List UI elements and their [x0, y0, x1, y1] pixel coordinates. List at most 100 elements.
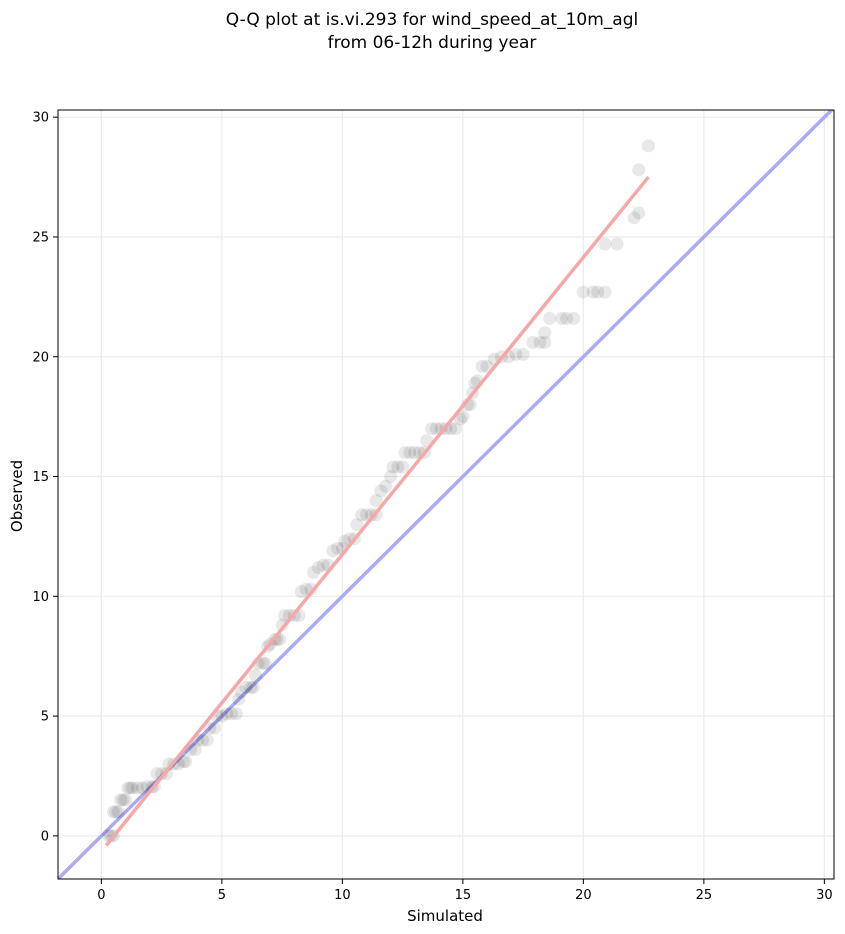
data-point [632, 206, 646, 220]
data-point [188, 743, 202, 757]
data-point [533, 335, 547, 349]
data-point [453, 412, 467, 426]
data-point [225, 707, 239, 721]
data-point [104, 829, 118, 843]
data-point [111, 805, 125, 819]
data-point [591, 285, 605, 299]
data-point [576, 285, 590, 299]
data-point [598, 285, 612, 299]
x-gridlines [100, 110, 825, 879]
data-point [249, 668, 263, 682]
data-point [559, 311, 573, 325]
y-tick-label: 15 [32, 470, 49, 485]
fit-line [104, 175, 650, 847]
data-point [135, 781, 149, 795]
data-point [304, 582, 318, 596]
data-point [114, 793, 128, 807]
x-axis-ticks: 0 5 10 15 20 25 30 [97, 879, 833, 903]
data-point [196, 733, 210, 747]
data-point [278, 608, 292, 622]
data-point [258, 656, 272, 670]
data-point [311, 561, 325, 575]
chart-title-line-2: from 06-12h during year [328, 33, 537, 53]
x-tick-label: 0 [97, 888, 105, 903]
data-point [331, 541, 345, 555]
data-point [391, 460, 405, 474]
data-point [179, 755, 193, 769]
data-point [641, 139, 655, 153]
data-point [369, 493, 383, 507]
data-point [538, 335, 552, 349]
data-point [121, 781, 135, 795]
data-point [176, 755, 190, 769]
y-tick-label: 25 [32, 230, 49, 245]
data-point [316, 558, 330, 572]
data-point [543, 311, 557, 325]
identity-line [58, 110, 834, 879]
data-point [632, 163, 646, 177]
x-axis-label: Simulated [407, 907, 483, 925]
data-point [126, 781, 140, 795]
data-point [131, 781, 145, 795]
data-point [364, 508, 378, 522]
data-point [598, 237, 612, 251]
y-axis-ticks: 0 5 10 15 20 25 30 [32, 111, 58, 844]
data-point [162, 757, 176, 771]
y-axis-label: Observed [8, 460, 26, 532]
data-point [256, 656, 270, 670]
data-point [586, 285, 600, 299]
data-point [234, 685, 248, 699]
x-tick-label: 10 [334, 888, 351, 903]
y-tick-label: 30 [32, 111, 49, 126]
x-tick-label: 20 [575, 888, 592, 903]
data-point [244, 680, 258, 694]
data-point [386, 460, 400, 474]
data-point [123, 781, 137, 795]
data-point [627, 211, 641, 225]
data-point [384, 470, 398, 484]
data-point [526, 335, 540, 349]
y-tick-label: 5 [41, 710, 49, 725]
data-point [403, 446, 417, 460]
data-point [155, 767, 169, 781]
data-point [294, 585, 308, 599]
data-point [516, 347, 530, 361]
data-point [215, 709, 229, 723]
data-point [282, 608, 296, 622]
data-point [355, 508, 369, 522]
data-point [229, 707, 243, 721]
data-point [275, 618, 289, 632]
data-point [475, 359, 489, 373]
data-point [374, 484, 388, 498]
data-point [434, 422, 448, 436]
data-point [116, 793, 130, 807]
data-point [538, 326, 552, 340]
data-point [326, 544, 340, 558]
x-tick-label: 25 [696, 888, 713, 903]
data-point [232, 692, 246, 706]
plot-frame [57, 109, 835, 880]
data-point [118, 793, 132, 807]
data-point [449, 422, 463, 436]
data-point [239, 680, 253, 694]
data-point [208, 721, 222, 735]
data-point [338, 534, 352, 548]
data-point [220, 707, 234, 721]
data-point [408, 446, 422, 460]
data-point [555, 311, 569, 325]
data-point [398, 446, 412, 460]
chart-title-line-1: Q-Q plot at is.vi.293 for wind_speed_at_… [226, 10, 638, 30]
data-point [379, 479, 393, 493]
data-point [567, 311, 581, 325]
y-tick-label: 0 [41, 829, 49, 844]
x-tick-label: 30 [816, 888, 833, 903]
x-tick-label: 15 [455, 888, 472, 903]
y-gridlines [58, 116, 834, 837]
y-tick-label: 10 [32, 590, 49, 605]
data-point [200, 733, 214, 747]
data-point [109, 805, 123, 819]
data-point [203, 721, 217, 735]
data-point [509, 347, 523, 361]
x-tick-label: 5 [218, 888, 226, 903]
